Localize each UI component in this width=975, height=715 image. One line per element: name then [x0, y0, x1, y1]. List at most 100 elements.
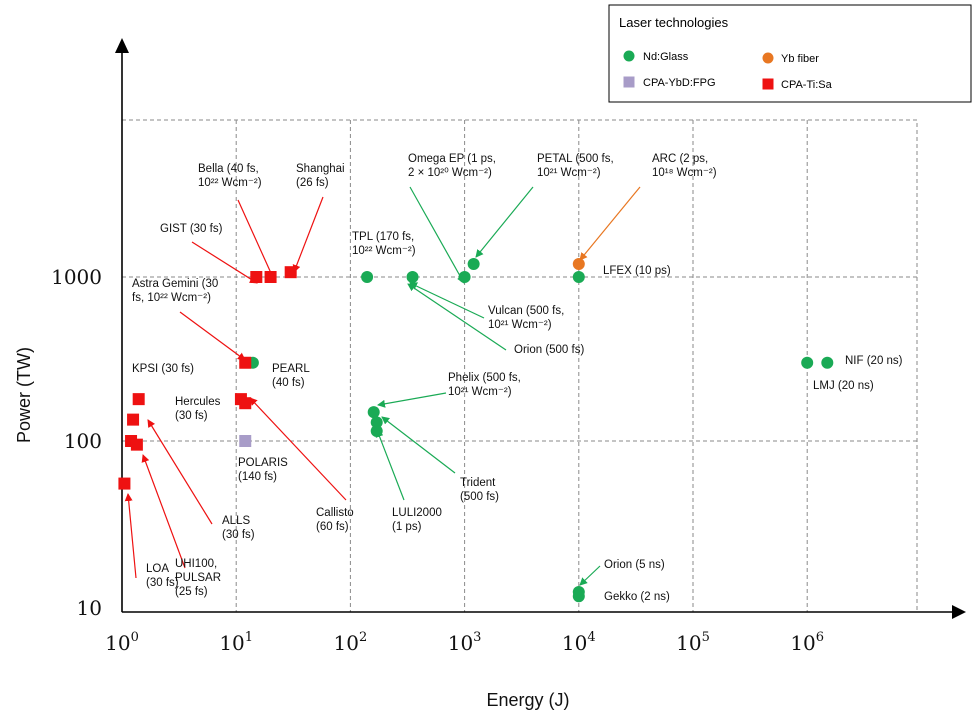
y-tick-label: 1000 — [51, 265, 102, 289]
annotation-label: fs, 10²² Wcm⁻²) — [132, 292, 211, 304]
annotation-label: PEARL — [272, 363, 310, 375]
annotation-label: LFEX (10 ps) — [603, 265, 671, 277]
annotation-label: PULSAR — [175, 572, 221, 584]
annotation-label: (25 fs) — [175, 586, 208, 598]
annotation-label: ARC (2 ps, — [652, 153, 708, 165]
annotation-label: 10¹⁸ Wcm⁻²) — [652, 167, 717, 179]
annotation-label: (500 fs) — [460, 491, 499, 503]
annotation-arrow — [381, 416, 456, 474]
y-axis-arrowhead — [115, 38, 129, 53]
annotation-label: Vulcan (500 fs, — [488, 305, 564, 317]
annotation-label: UHI100, — [175, 558, 217, 570]
legend-title: Laser technologies — [619, 15, 729, 30]
data-point — [801, 356, 814, 369]
annotation-label: Gekko (2 ns) — [604, 591, 670, 603]
annotation-label: Hercules — [175, 396, 221, 408]
y-tick-label: 100 — [64, 429, 102, 453]
data-point — [458, 271, 471, 283]
legend-marker — [762, 52, 774, 64]
annotation-label: (30 fs) — [222, 529, 255, 541]
data-point — [284, 266, 297, 279]
legend-label: Yb fiber — [781, 53, 819, 65]
annotation-label: (60 fs) — [316, 521, 349, 533]
data-point — [572, 258, 585, 271]
data-point — [361, 271, 374, 283]
annotation-label: Callisto — [316, 507, 354, 519]
annotation-arrow — [292, 196, 324, 273]
annotation-arrow — [375, 429, 405, 501]
x-tick-label: 105 — [676, 630, 710, 655]
data-point — [406, 271, 419, 283]
x-tick-label: 104 — [562, 630, 596, 655]
data-point — [239, 435, 252, 447]
data-point — [572, 271, 585, 283]
annotation-arrows — [124, 186, 641, 586]
annotation-label: ALLS — [222, 515, 250, 527]
x-tick-labels: 100 101 102 103 104 105 106 — [105, 630, 824, 655]
annotation-label: (140 fs) — [238, 471, 277, 483]
annotation-arrow — [475, 186, 534, 258]
annotation-label: PETAL (500 fs, — [537, 153, 614, 165]
data-point — [572, 590, 585, 603]
data-point — [118, 477, 131, 490]
x-tick-label: 100 — [105, 630, 139, 655]
annotation-arrow — [249, 397, 347, 501]
legend: Laser technologies Nd:Glass Yb fiber CPA-Yb… — [608, 4, 972, 103]
annotation-arrow — [409, 186, 465, 284]
annotation-label: KPSI (30 fs) — [132, 363, 194, 375]
annotation-label: POLARIS — [238, 457, 288, 469]
data-point — [132, 393, 145, 406]
annotation-label: TPL (170 fs, — [352, 231, 414, 243]
legend-label: CPA-Ti:Sa — [781, 79, 833, 91]
annotation-arrow — [579, 565, 601, 586]
data-points — [118, 258, 834, 603]
annotation-label: LOA — [146, 563, 169, 575]
legend-marker — [623, 76, 635, 88]
data-point — [250, 271, 263, 283]
annotation-label: NIF (20 ns) — [845, 355, 903, 367]
data-point — [239, 397, 252, 410]
data-point — [467, 258, 480, 271]
data-point — [370, 425, 383, 438]
annotation-label: 10²¹ Wcm⁻²) — [537, 167, 601, 179]
legend-box — [608, 4, 972, 103]
legend-marker — [623, 50, 635, 62]
legend-label: Nd:Glass — [643, 51, 689, 63]
annotation-label: 10²¹ Wcm⁻²) — [488, 319, 552, 331]
annotation-label: Bella (40 fs, — [198, 163, 259, 175]
legend-marker — [762, 78, 774, 90]
axes — [115, 38, 966, 619]
data-point — [367, 406, 380, 419]
annotation-label: GIST (30 fs) — [160, 223, 223, 235]
data-point — [127, 413, 140, 426]
annotations: LOA (30 fs) UHI100, PULSAR (25 fs) ALLS (30 fs… — [132, 153, 903, 603]
annotation-label: Shanghai — [296, 163, 345, 175]
x-tick-label: 106 — [790, 630, 824, 655]
annotation-label: Orion (5 ns) — [604, 559, 665, 571]
annotation-arrow — [579, 186, 641, 261]
x-tick-label: 101 — [219, 630, 253, 655]
x-axis-arrowhead — [952, 605, 966, 619]
y-tick-labels: 10 100 1000 — [51, 265, 102, 620]
data-point — [239, 356, 252, 369]
annotation-label: LULI2000 — [392, 507, 442, 519]
x-tick-label: 103 — [448, 630, 482, 655]
annotation-label: Phelix (500 fs, — [448, 372, 521, 384]
annotation-label: 10²¹ Wcm⁻²) — [448, 386, 512, 398]
data-point — [264, 271, 277, 283]
data-point — [130, 438, 143, 451]
annotation-label: (30 fs) — [146, 577, 179, 589]
y-axis-label: Power (TW) — [14, 347, 34, 443]
y-tick-label: 10 — [77, 596, 102, 620]
annotation-arrow — [237, 199, 276, 283]
annotation-label: Omega EP (1 ps, — [408, 153, 496, 165]
annotation-label: (1 ps) — [392, 521, 422, 533]
annotation-arrow — [147, 419, 213, 525]
x-tick-label: 102 — [334, 630, 368, 655]
annotation-label: 10²² Wcm⁻²) — [198, 177, 262, 189]
annotation-arrow — [191, 241, 258, 284]
annotation-arrow — [377, 392, 447, 408]
annotation-arrow — [407, 283, 507, 351]
annotation-label: 10²² Wcm⁻²) — [352, 245, 416, 257]
